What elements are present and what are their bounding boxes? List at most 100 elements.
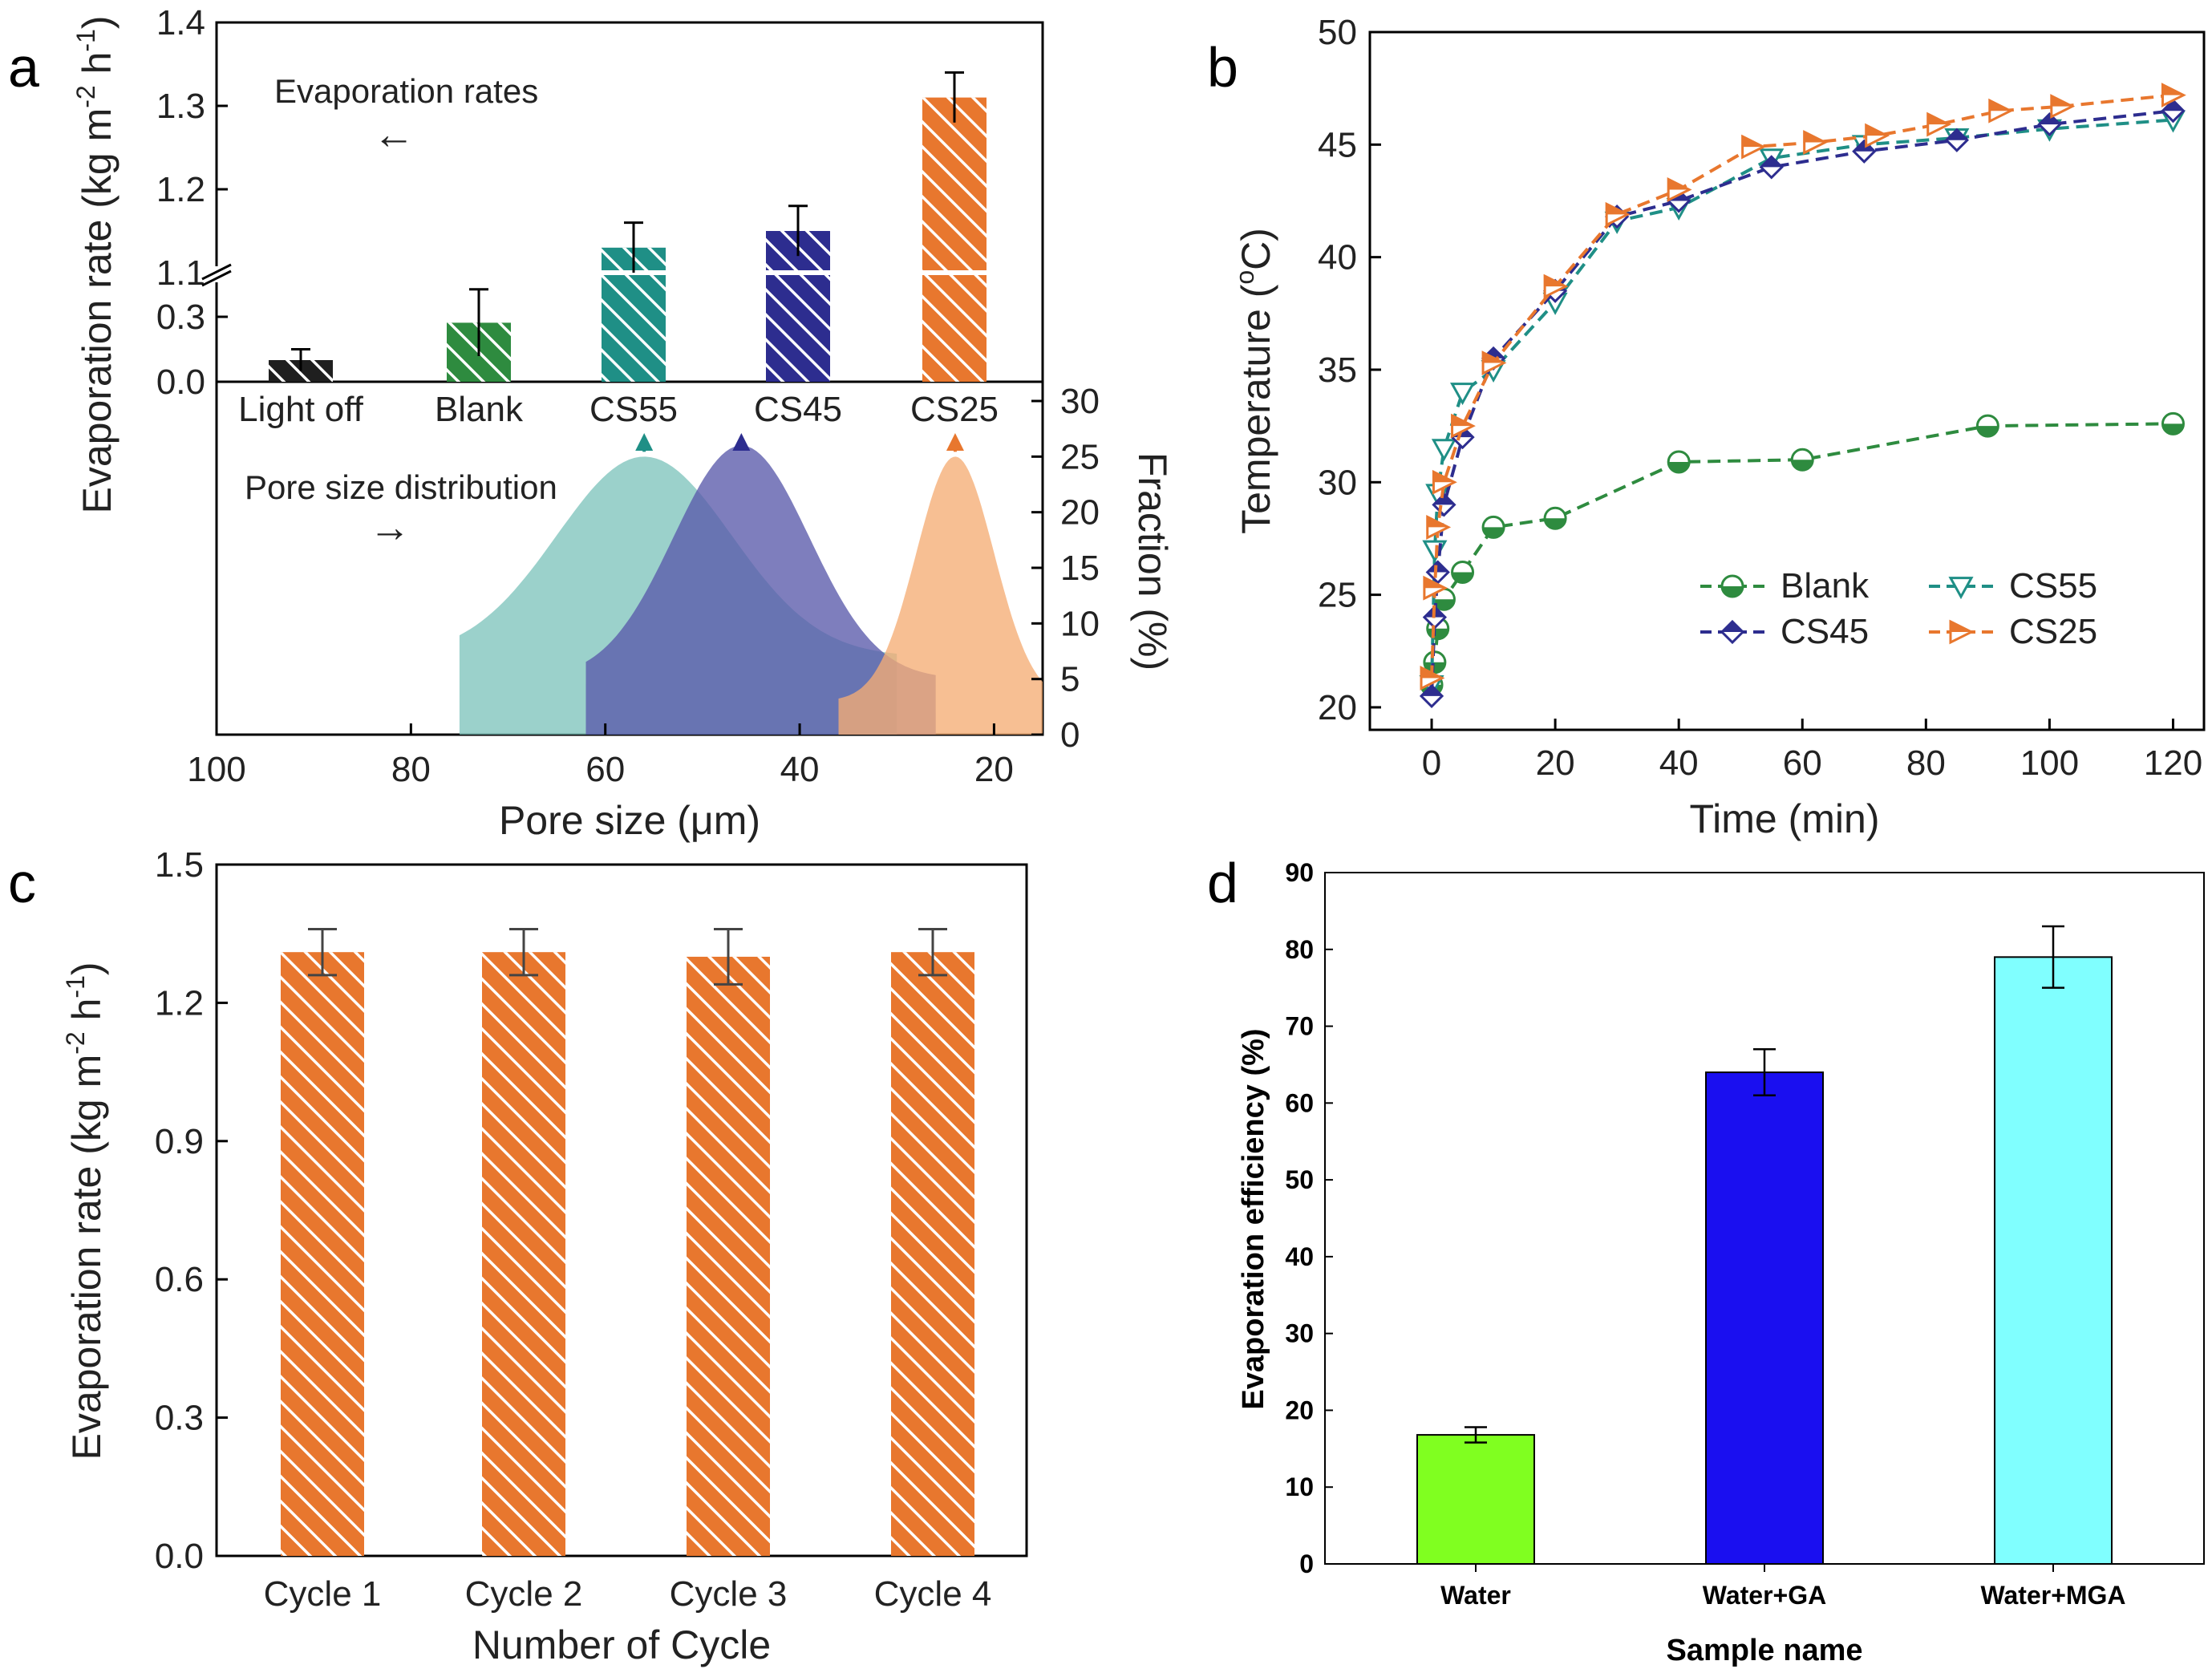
data-point-blank-fill	[2162, 423, 2184, 435]
data-point-cs25-fill	[2162, 84, 2184, 95]
panel-c-ytick-label: 1.2	[155, 983, 204, 1023]
panel-b-ytick-label: 25	[1318, 576, 1357, 615]
panel-a-category-label: Light off	[238, 390, 364, 429]
data-point-cs45-fill	[2162, 100, 2184, 111]
panel-b-ylabel: Temperature (oC)	[1230, 228, 1278, 534]
panel-b-xtick-label: 120	[2144, 743, 2202, 783]
panel-b-frame	[1368, 30, 2206, 731]
data-point-cs25-fill	[1989, 100, 2011, 111]
panel-a-y2tick-label: 30	[1060, 382, 1100, 421]
panel-d-bar	[1416, 1434, 1535, 1566]
panel-d: 0 10 20 30 40 50 60 70 80 90 Water Water+GA Water+M…	[1237, 858, 2205, 1667]
legend-label-cs45: CS45	[1781, 612, 1869, 651]
panel-c-ytick-label: 0.3	[155, 1399, 204, 1438]
panel-b-xtick-label: 20	[1536, 743, 1575, 783]
data-point-cs45-fill	[1760, 156, 1782, 168]
panel-b-xtick-label: 40	[1659, 743, 1699, 783]
data-point-cs25-fill	[1927, 114, 1949, 125]
data-point-cs45-fill	[1946, 129, 1967, 140]
panel-c-category-label: Cycle 3	[670, 1574, 788, 1614]
panel-d-ytick-label: 70	[1285, 1012, 1314, 1041]
panel-c-category-label: Cycle 4	[874, 1574, 992, 1614]
legend-label-cs25: CS25	[2009, 612, 2097, 651]
legend-marker-cs45-fill	[1722, 622, 1743, 632]
panel-c-ytick-label: 0.9	[155, 1122, 204, 1161]
panel-a-ytick-label: 0.0	[156, 363, 205, 402]
panel-a-ytick-label: 0.3	[156, 298, 205, 337]
panel-a-y2tick-label: 25	[1060, 437, 1100, 476]
panel-a-xtick-label: 20	[974, 750, 1014, 789]
data-point-cs25-fill	[1606, 204, 1628, 215]
data-point-cs45-fill	[2039, 114, 2060, 125]
data-point-blank-fill	[1433, 599, 1455, 610]
panel-d-category-label: Water+GA	[1703, 1581, 1826, 1610]
panel-a-y2tick-label: 20	[1060, 493, 1100, 533]
legend-marker-cs55	[1948, 577, 1974, 600]
panel-a-xtick-label: 80	[391, 750, 431, 789]
data-point-cs25-fill	[1424, 577, 1445, 589]
panel-b-xtick-label: 60	[1783, 743, 1822, 783]
pore-size-annotation: Pore size distribution	[245, 468, 557, 506]
panel-a: Light off Blank CS55 CS45 CS25 0.0 0.3 1.1 1.2 1…	[71, 3, 1175, 843]
panel-a-category-label: Blank	[435, 390, 524, 429]
data-point-blank-fill	[1668, 462, 1690, 473]
data-point-cs25-fill	[1421, 667, 1443, 678]
panel-a-y2tick-label: 0	[1060, 715, 1080, 755]
evaporation-arrow-icon: ←	[373, 111, 415, 158]
panel-d-ytick-label: 60	[1285, 1088, 1314, 1117]
series-line-cs25	[1430, 93, 2174, 678]
axis-break-icon	[201, 263, 232, 287]
panel-a-bar-hatch	[922, 97, 986, 382]
series-line-cs45	[1430, 109, 2174, 696]
panel-c-frame	[215, 863, 1028, 1558]
legend-marker-blank-fill	[1722, 586, 1743, 597]
panel-b-ytick-label: 20	[1318, 688, 1357, 727]
panel-c-ytick-label: 0.6	[155, 1260, 204, 1299]
panel-c-bar-hatch	[281, 952, 364, 1556]
legend-label-blank: Blank	[1781, 566, 1870, 606]
panel-d-ytick-label: 80	[1285, 935, 1314, 964]
panel-c: 0.0 0.3 0.6 0.9 1.2 1.5 Cycle 1 Cycle 2 Cycle 3…	[61, 845, 1028, 1667]
panel-a-y2tick-label: 15	[1060, 549, 1100, 588]
data-point-cs25-fill	[1742, 136, 1764, 148]
panel-a-y2tick-label: 5	[1060, 660, 1080, 699]
data-point-cs55	[1431, 439, 1456, 462]
panel-d-bar	[1705, 1071, 1824, 1565]
panel-a-y2tick-label: 10	[1060, 604, 1100, 643]
panel-d-ytick-label: 30	[1285, 1319, 1314, 1348]
panel-b: 0 20 40 60 80 100 120 20 25 30 35 40 45 50 Blank CS55 C…	[1230, 13, 2206, 841]
panel-b-xtick-label: 80	[1906, 743, 1946, 783]
panel-c-bar-hatch	[891, 952, 974, 1556]
panel-d-category-label: Water+MGA	[1980, 1581, 2125, 1610]
panel-a-bar-hatch	[766, 231, 830, 382]
data-point-blank-fill	[1792, 460, 1813, 471]
panel-a-ytick-label: 1.4	[156, 3, 205, 43]
panel-a-xlabel: Pore size (μm)	[499, 798, 760, 843]
panel-c-ytick-label: 1.5	[155, 845, 204, 885]
data-point-cs25-fill	[1866, 125, 1887, 136]
panel-a-ylabel: Evaporation rate (kg m-2 h-1)	[71, 15, 120, 513]
data-point-cs25-fill	[1668, 179, 1690, 190]
pore-distribution-cs25	[838, 456, 1043, 735]
series-line-cs55	[1430, 118, 2174, 685]
panel-d-ytick-label: 90	[1285, 858, 1314, 887]
panel-b-ytick-label: 35	[1318, 350, 1357, 390]
panel-b-ytick-label: 30	[1318, 463, 1357, 502]
panel-d-category-label: Water	[1440, 1581, 1511, 1610]
panel-c-ytick-label: 0.0	[155, 1537, 204, 1576]
panel-a-xtick-label: 100	[187, 750, 245, 789]
panel-b-ytick-label: 50	[1318, 13, 1357, 52]
pore-size-arrow-icon: →	[369, 504, 411, 551]
panel-c-ylabel: Evaporation rate (kg m-2 h-1)	[61, 962, 109, 1460]
data-point-cs25-fill	[1433, 472, 1455, 483]
data-point-blank-fill	[1977, 426, 1999, 437]
panel-label-a: a	[8, 36, 39, 99]
panel-a-y2label: Fraction (%)	[1130, 452, 1175, 670]
data-point-blank-fill	[1424, 662, 1445, 673]
panel-label-d: d	[1207, 852, 1238, 914]
panel-a-category-label: CS45	[754, 390, 842, 429]
panel-d-ylabel: Evaporation efficiency (%)	[1237, 1028, 1270, 1409]
panel-a-xtick-label: 60	[585, 750, 625, 789]
panel-d-bar	[1994, 956, 2113, 1566]
